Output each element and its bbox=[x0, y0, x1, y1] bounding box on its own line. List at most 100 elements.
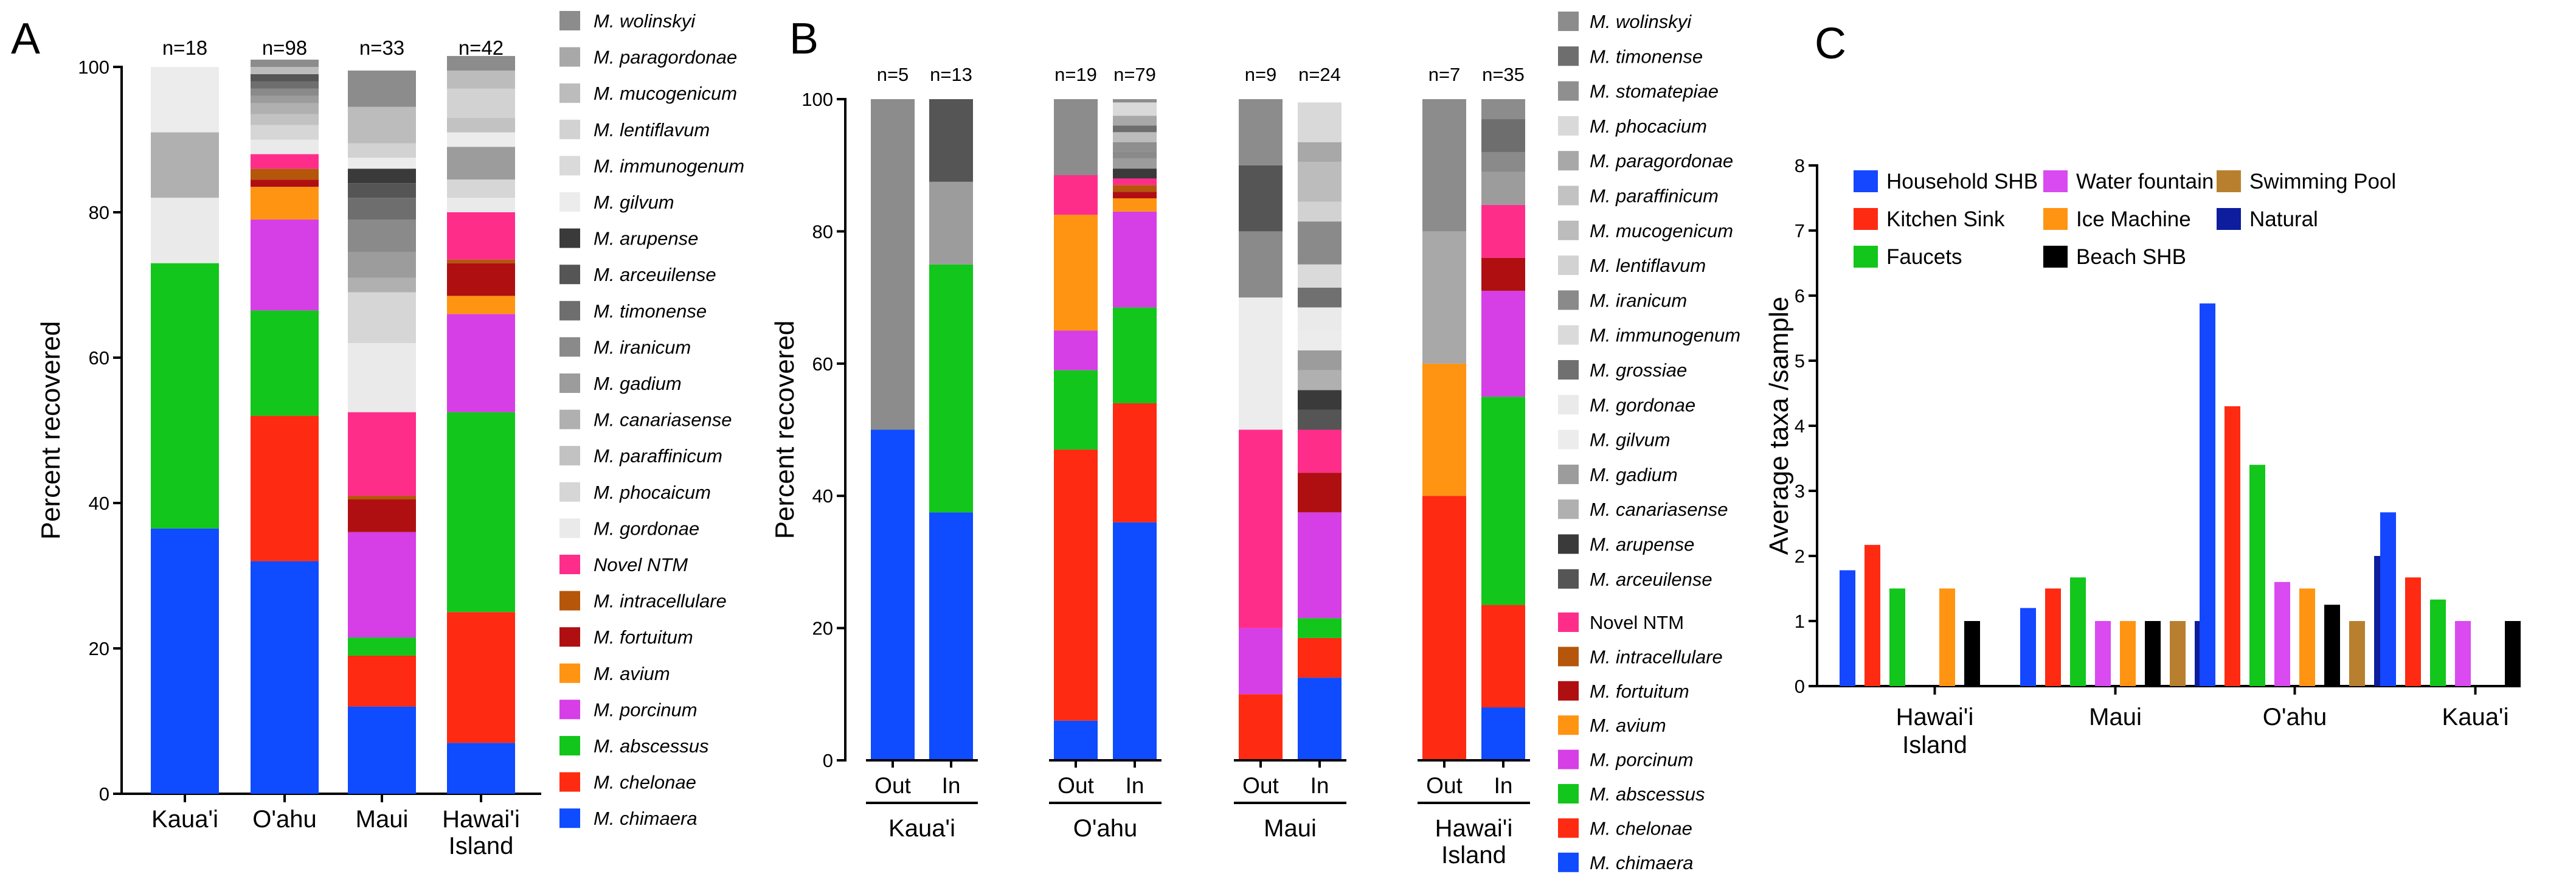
bar-segment-m--iranicum bbox=[1481, 151, 1525, 172]
y-tick-label: 100 bbox=[78, 57, 109, 78]
bar-segment-m--gadium bbox=[251, 95, 319, 103]
y-tick-label: 8 bbox=[1795, 155, 1805, 176]
legend-label: M. paraffinicum bbox=[1590, 186, 1719, 207]
bar-segment-m--avium bbox=[1422, 363, 1466, 496]
n-label: n=9 bbox=[1245, 64, 1277, 85]
panel-c: C Average taxa /sample 0 1 2 3 4 5 6 7 8 Hawai'iIsl… bbox=[1764, 19, 2521, 758]
legend-swatch bbox=[1558, 613, 1579, 632]
bar-segment-m--phocacium bbox=[1113, 102, 1157, 116]
bar-household-shb bbox=[1840, 570, 1855, 686]
bar-segment-m--canariasense bbox=[1298, 370, 1342, 390]
x-tick-label: In bbox=[1311, 773, 1329, 798]
legend-swatch bbox=[559, 772, 580, 792]
bar-segment-m--intracellulare bbox=[1113, 185, 1157, 192]
bar-segment-m--canariasense bbox=[251, 103, 319, 114]
legend-label: Swimming Pool bbox=[2249, 170, 2396, 193]
bar-segment-m--phocaicum bbox=[251, 125, 319, 140]
bar-segment-m--porcinum bbox=[1481, 291, 1525, 397]
bar-segment-m--phocaicum bbox=[447, 179, 515, 198]
legend-label: M. gilvum bbox=[1590, 429, 1671, 451]
panel-b: B Percent recovered 0 20 40 60 80 100 n=5 Out n=13… bbox=[770, 11, 1740, 873]
bar-segment-m--mucogenicum bbox=[1113, 132, 1157, 142]
y-tick-label: 40 bbox=[812, 485, 833, 507]
bar-segment-m--wolinskyi bbox=[251, 60, 319, 67]
x-tick-label: Out bbox=[1242, 773, 1279, 798]
bar-household-shb bbox=[2380, 512, 2396, 686]
bar-segment-m--porcinum bbox=[1298, 512, 1342, 619]
legend-swatch bbox=[559, 373, 580, 393]
legend-swatch bbox=[1558, 395, 1579, 415]
x-tick-label: Hawai'i bbox=[442, 806, 520, 833]
island-label: O'ahu bbox=[1073, 815, 1138, 842]
legend-swatch bbox=[1558, 818, 1579, 838]
bar-segment-m--gordonae bbox=[251, 139, 319, 154]
legend-label: M. iranicum bbox=[1590, 290, 1687, 311]
legend-label: M. arupense bbox=[594, 228, 698, 249]
bar-segment-novel-ntm bbox=[447, 212, 515, 260]
legend-label: M. wolinskyi bbox=[1590, 11, 1692, 32]
legend-label: Kitchen Sink bbox=[1886, 207, 2005, 231]
legend-swatch bbox=[559, 83, 580, 103]
bar-segment-m--fortuitum bbox=[447, 263, 515, 296]
legend-label: M. grossiae bbox=[1590, 359, 1687, 381]
bar-beach-shb bbox=[2145, 621, 2161, 686]
bar-segment-m--gilvum bbox=[1239, 297, 1283, 430]
legend-swatch bbox=[1558, 569, 1579, 589]
bar-segment-m--abscessus bbox=[1054, 370, 1098, 450]
bar-segment-m--immunogenum bbox=[1298, 264, 1342, 288]
legend-label: M. fortuitum bbox=[1590, 681, 1689, 702]
bar-segment-m--arupense bbox=[348, 168, 416, 184]
legend-label: M. gilvum bbox=[594, 192, 674, 213]
bar-segment-m--gordonae bbox=[447, 198, 515, 212]
bar-segment-m--abscessus bbox=[929, 264, 973, 513]
bar-segment-m--wolinskyi bbox=[447, 56, 515, 71]
bar-segment-m--chimaera bbox=[447, 743, 515, 794]
legend-swatch bbox=[1558, 360, 1579, 380]
legend-label: Novel NTM bbox=[594, 554, 688, 575]
bar-segment-m--wolinskyi bbox=[1422, 99, 1466, 232]
bar-segment-m--timonense bbox=[348, 198, 416, 220]
x-tick-label: Kaua'i bbox=[2442, 704, 2509, 731]
bar-segment-m--arupense bbox=[1113, 168, 1157, 179]
bar-segment-m--porcinum bbox=[1239, 628, 1283, 695]
legend-label: Household SHB bbox=[1886, 170, 2038, 193]
bar-kitchen-sink bbox=[2045, 588, 2061, 686]
bar-segment-m--gadium bbox=[929, 181, 973, 265]
legend-swatch bbox=[1558, 12, 1579, 31]
bar-segment-novel-ntm bbox=[1298, 429, 1342, 473]
bar-segment-novel-ntm bbox=[1113, 178, 1157, 186]
n-label: n=5 bbox=[877, 64, 909, 85]
bar-segment-m--porcinum bbox=[348, 532, 416, 638]
y-tick-label: 80 bbox=[89, 202, 109, 223]
bar-segment-m--chimaera bbox=[1298, 678, 1342, 760]
bar-segment-m--mucogenicum bbox=[447, 70, 515, 89]
legend-label: M. lentiflavum bbox=[1590, 255, 1706, 276]
bar-segment-m--timonense bbox=[251, 81, 319, 89]
bar-segment-m--gordonae bbox=[151, 198, 219, 263]
bar-segment-m--wolinskyi bbox=[871, 99, 915, 430]
bar-segment-m--iranicum bbox=[1239, 231, 1283, 298]
bar-swimming-pool bbox=[2349, 621, 2365, 686]
bar-segment-m--gadium bbox=[1298, 350, 1342, 370]
legend-label: Natural bbox=[2249, 207, 2318, 231]
bar-segment-m--porcinum bbox=[251, 219, 319, 311]
legend-swatch bbox=[559, 482, 580, 502]
panel-a: A Percent recovered 0 20 40 60 80 100 n=18 Kaua'i… bbox=[11, 10, 744, 859]
x-tick-label: Out bbox=[1058, 773, 1094, 798]
legend-label: M. chelonae bbox=[1590, 817, 1692, 839]
x-tick-label: Maui bbox=[356, 806, 409, 833]
legend-label: M. intracellulare bbox=[1590, 646, 1723, 667]
bar-segment-m--chelonae bbox=[1054, 449, 1098, 721]
legend-swatch bbox=[559, 11, 580, 30]
bar-segment-m--gilvum bbox=[1298, 330, 1342, 351]
legend-label: M. mucogenicum bbox=[594, 83, 737, 104]
bar-segment-m--mucogenicum bbox=[348, 106, 416, 144]
legend-label: M. intracellulare bbox=[594, 591, 727, 612]
bar-segment-novel-ntm bbox=[1054, 175, 1098, 215]
bar-segment-m--fortuitum bbox=[1113, 192, 1157, 199]
bar-segment-m--abscessus bbox=[1481, 397, 1525, 605]
legend-swatch bbox=[1558, 464, 1579, 484]
bar-segment-m--mucogenicum bbox=[1298, 162, 1342, 202]
y-tick-label: 7 bbox=[1795, 220, 1805, 241]
